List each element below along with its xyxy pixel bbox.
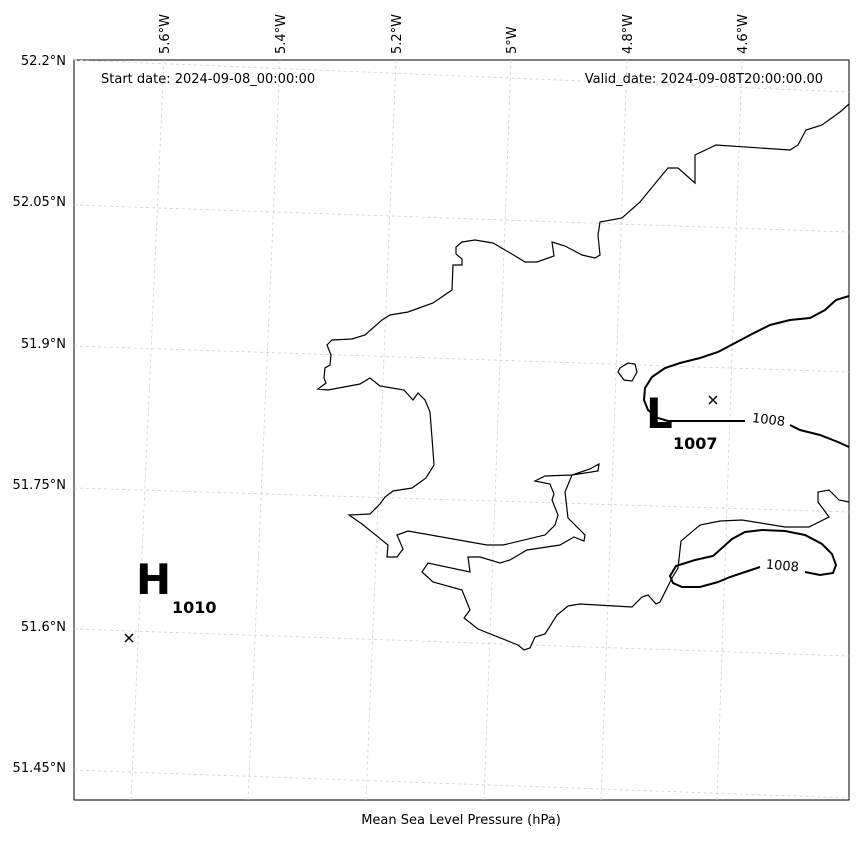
latitude-label: 52.2°N [21,54,66,69]
high-pressure-letter: H [136,555,171,604]
high-pressure-center: H 1010 [124,555,217,643]
map-frame [73,59,850,801]
low-center-marker [708,395,718,405]
longitude-label: 4.8°W [621,14,636,54]
isobars [642,295,850,588]
isobar-label: 1008 [751,411,786,430]
longitude-label: 5.4°W [274,14,289,54]
coastline [316,103,850,651]
valid-date-text: Valid_date: 2024-09-08T20:00:00.00 [585,72,823,87]
longitude-labels: 5.6°W 5.4°W 5.2°W 5°W 4.8°W 4.6°W [158,14,751,54]
start-date-text: Start date: 2024-09-08_00:00:00 [101,72,315,87]
latitude-label: 51.45°N [13,761,66,776]
longitude-label: 4.6°W [736,14,751,54]
latitude-labels: 52.2°N 52.05°N 51.9°N 51.75°N 51.6°N 51.… [13,54,66,776]
low-pressure-value: 1007 [673,434,718,453]
latitude-label: 51.9°N [21,337,66,352]
latitude-label: 51.75°N [13,478,66,493]
high-center-marker [124,633,134,643]
latitude-label: 51.6°N [21,620,66,635]
low-pressure-center: L 1007 [646,389,718,453]
x-axis-label: Mean Sea Level Pressure (hPa) [361,813,561,828]
isobar-1008-north [642,295,850,422]
longitude-label: 5°W [505,26,520,54]
isobar-1008-north-tail [789,424,850,448]
isobar-1008-south [668,528,838,588]
longitude-label: 5.2°W [390,14,405,54]
longitude-label: 5.6°W [158,14,173,54]
high-pressure-value: 1010 [172,598,217,617]
low-pressure-letter: L [646,389,673,438]
latitude-label: 52.05°N [13,195,66,210]
isobar-label: 1008 [765,558,799,576]
coastline-headland-islet [617,362,638,382]
coastline-north [316,103,850,651]
